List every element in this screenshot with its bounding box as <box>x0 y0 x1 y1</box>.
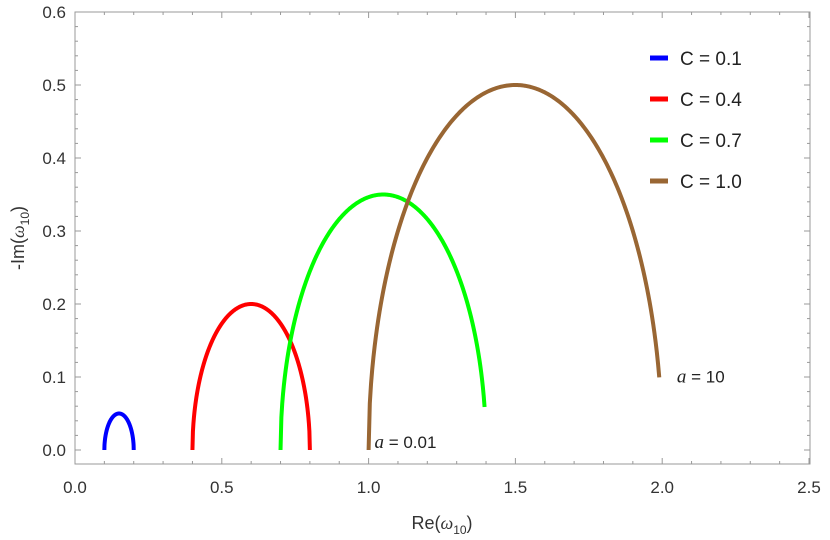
y-axis-ticks: 0.0 0.1 0.2 0.3 0.4 0.5 0.6 <box>42 3 810 460</box>
x-tick-label: 1.0 <box>357 478 381 497</box>
x-axis-label-symbol: ω <box>440 513 453 533</box>
annotation-variable: a <box>374 432 384 453</box>
plot-frame <box>74 11 811 465</box>
x-axis-label: Re(ω10) <box>411 513 472 537</box>
annotation-2: a = 10 <box>677 366 725 387</box>
y-tick-label: 0.2 <box>42 295 66 314</box>
x-tick-label: 2.0 <box>650 478 674 497</box>
y-axis-label-main: -Im( <box>8 238 28 270</box>
series-line-4 <box>366 83 662 451</box>
y-axis-label-symbol: ω <box>8 225 28 238</box>
annotation-1: a = 0.01 <box>374 432 436 453</box>
series-layer <box>102 83 662 451</box>
series-line-3 <box>278 192 487 451</box>
legend-label-3: C = 0.7 <box>680 131 742 152</box>
legend-label-2: C = 0.4 <box>680 90 742 111</box>
y-tick-label: 0.5 <box>42 76 66 95</box>
x-tick-label: 0.0 <box>63 478 87 497</box>
y-tick-label: 0.0 <box>42 441 66 460</box>
y-axis-label: -Im(ω10) <box>8 206 32 270</box>
legend-label-4: C = 1.0 <box>680 172 742 193</box>
x-axis-ticks: 0.0 0.5 1.0 1.5 2.0 2.5 <box>63 12 821 497</box>
y-tick-label: 0.6 <box>42 3 66 22</box>
x-axis-label-close: ) <box>467 513 473 533</box>
x-axis-label-main: Re( <box>411 513 440 533</box>
y-tick-label: 0.4 <box>42 149 66 168</box>
annotations: a = 0.01a = 10 <box>374 366 724 453</box>
y-tick-label: 0.1 <box>42 368 66 387</box>
legend-label-1: C = 0.1 <box>680 49 742 70</box>
x-axis-label-sub: 10 <box>453 523 467 537</box>
annotation-variable: a <box>677 366 687 387</box>
annotation-value: = 0.01 <box>384 433 436 452</box>
y-tick-label: 0.3 <box>42 222 66 241</box>
x-tick-label: 0.5 <box>210 478 234 497</box>
x-tick-label: 1.5 <box>504 478 528 497</box>
series-line-1 <box>102 411 136 451</box>
legend: C = 0.1 C = 0.4 C = 0.7 C = 1.0 <box>650 49 742 193</box>
x-tick-label: 2.5 <box>797 478 821 497</box>
y-axis-label-close: ) <box>8 206 28 212</box>
annotation-value: = 10 <box>686 367 724 386</box>
y-axis-label-sub: 10 <box>18 212 32 226</box>
